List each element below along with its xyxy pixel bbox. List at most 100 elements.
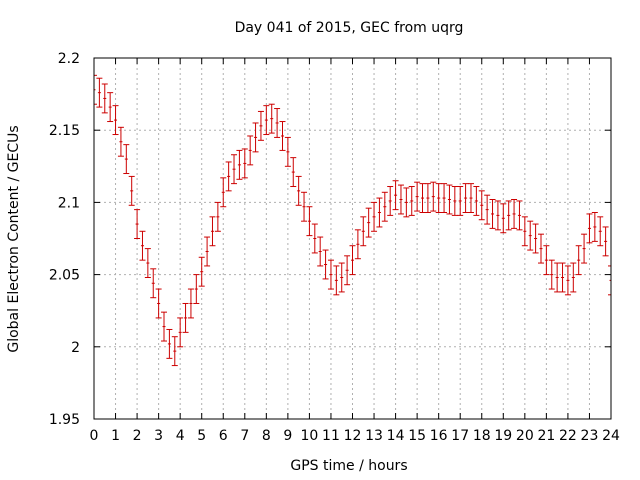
error-bar xyxy=(505,200,512,231)
error-bar xyxy=(144,248,151,278)
error-bar xyxy=(548,259,555,290)
error-bar xyxy=(489,199,496,229)
error-bar xyxy=(371,201,378,232)
error-bar xyxy=(311,223,318,254)
error-bar xyxy=(274,108,281,138)
x-tick-label: 18 xyxy=(473,428,491,444)
x-tick-label: 22 xyxy=(559,428,577,444)
y-tick-label: 1.95 xyxy=(49,412,80,428)
error-bar xyxy=(177,317,184,348)
y-tick-label: 2.1 xyxy=(58,195,80,211)
error-bar xyxy=(241,148,248,179)
error-bar xyxy=(446,184,453,215)
error-bar xyxy=(435,183,442,214)
error-bar xyxy=(101,83,108,114)
x-tick-label: 10 xyxy=(301,428,319,444)
x-tick-label: 1 xyxy=(111,428,120,444)
error-bar xyxy=(392,180,399,211)
error-bar xyxy=(225,161,232,192)
error-bar xyxy=(171,336,178,367)
error-bar xyxy=(134,209,141,239)
error-bar xyxy=(349,245,356,276)
error-bar xyxy=(419,183,426,214)
error-bar xyxy=(290,157,297,188)
error-bar xyxy=(408,186,415,216)
x-tick-label: 0 xyxy=(90,428,99,444)
x-tick-label: 5 xyxy=(197,428,206,444)
error-bar xyxy=(128,175,135,206)
error-bar xyxy=(123,144,130,175)
error-bar xyxy=(564,265,571,296)
error-bar xyxy=(360,216,367,247)
error-bar xyxy=(193,274,200,304)
error-bar xyxy=(414,181,421,212)
x-tick-label: 24 xyxy=(602,428,620,444)
error-bar xyxy=(306,206,313,237)
error-bar xyxy=(236,149,243,180)
error-bar xyxy=(187,288,194,319)
error-bar xyxy=(257,110,264,141)
chart-title: Day 041 of 2015, GEC from uqrg xyxy=(235,20,464,36)
error-bar xyxy=(247,135,254,166)
x-tick-label: 15 xyxy=(408,428,426,444)
error-bar xyxy=(581,233,588,264)
error-bar xyxy=(295,175,302,206)
x-tick-label: 19 xyxy=(494,428,512,444)
error-bar xyxy=(376,197,383,228)
error-bar xyxy=(424,183,431,214)
y-tick-label: 2.15 xyxy=(49,123,80,139)
error-bar xyxy=(365,207,372,238)
error-bar xyxy=(263,105,270,136)
x-tick-label: 6 xyxy=(219,428,228,444)
x-tick-label: 8 xyxy=(262,428,271,444)
error-bar xyxy=(322,249,329,280)
error-bar xyxy=(554,262,561,293)
error-bar xyxy=(473,186,480,216)
x-tick-label: 20 xyxy=(516,428,534,444)
y-axis-title: Global Electron Content / GECUs xyxy=(6,125,22,352)
error-bar xyxy=(279,121,286,151)
error-bars xyxy=(93,74,612,367)
error-bar xyxy=(204,236,211,267)
error-bar xyxy=(511,199,518,229)
x-axis-title: GPS time / hours xyxy=(290,458,407,474)
error-bar xyxy=(161,311,168,342)
error-bar xyxy=(457,186,464,216)
x-tick-label: 13 xyxy=(365,428,383,444)
x-tick-label: 3 xyxy=(154,428,163,444)
error-bar xyxy=(354,229,361,260)
error-bar xyxy=(462,183,469,214)
x-tick-label: 16 xyxy=(430,428,448,444)
error-bar xyxy=(166,328,173,359)
y-tick-label: 2.05 xyxy=(49,268,80,284)
error-bar xyxy=(112,105,119,136)
error-bar xyxy=(575,245,582,276)
error-bar xyxy=(231,154,238,185)
error-bar xyxy=(500,203,507,234)
error-bar xyxy=(570,262,577,293)
error-bar xyxy=(198,256,205,287)
error-bar xyxy=(333,265,340,296)
y-tick-label: 2.2 xyxy=(58,51,80,67)
plot-frame xyxy=(93,57,612,420)
error-bar xyxy=(559,262,566,293)
error-bar xyxy=(155,288,162,319)
error-bar xyxy=(430,181,437,212)
x-tick-label: 7 xyxy=(240,428,249,444)
error-bar xyxy=(107,92,114,123)
error-bar xyxy=(139,230,146,261)
error-bar xyxy=(327,259,334,290)
x-tick-label: 23 xyxy=(581,428,599,444)
error-bar xyxy=(537,233,544,264)
error-bar xyxy=(397,184,404,215)
x-tick-label: 12 xyxy=(344,428,362,444)
error-bar xyxy=(301,191,308,222)
tick-labels: 0 1 2 3 4 5 6 7 8 9 10 11 12 13 14 15 16 17 18 19 20 21 22 23 24… xyxy=(49,51,620,444)
error-bar xyxy=(602,226,609,257)
x-tick-label: 21 xyxy=(537,428,555,444)
error-bar xyxy=(591,212,598,242)
error-bar xyxy=(597,216,604,247)
error-bar xyxy=(527,220,534,251)
error-bar xyxy=(209,216,216,247)
